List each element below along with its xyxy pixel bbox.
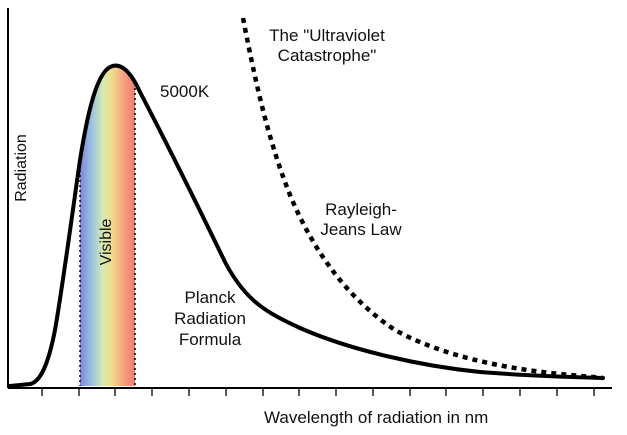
planck-curve xyxy=(8,63,605,388)
rayleigh-line1: Rayleigh- xyxy=(325,200,397,219)
rayleigh-jeans-curve xyxy=(240,17,604,381)
planck-line3: Formula xyxy=(178,330,242,349)
x-axis-ticks xyxy=(41,388,595,396)
planck-line1: Planck xyxy=(184,288,236,307)
x-axis-label: Wavelength of radiation in nm xyxy=(264,408,489,427)
visible-spectrum-band xyxy=(80,65,135,386)
planck-line2: Radiation xyxy=(174,309,246,328)
visible-label: Visible xyxy=(98,218,115,266)
uv-catastrophe-line2: Catastrophe" xyxy=(277,46,377,65)
uv-catastrophe-line1: The "Ultraviolet xyxy=(269,26,385,45)
temperature-label: 5000K xyxy=(160,82,210,101)
rayleigh-line2: Jeans Law xyxy=(320,220,402,239)
rayleigh-jeans-label: Rayleigh- Jeans Law xyxy=(306,200,416,240)
uv-catastrophe-label: The "Ultraviolet Catastrophe" xyxy=(262,26,392,66)
y-axis-label: Radiation xyxy=(13,134,30,202)
planck-label: Planck Radiation Formula xyxy=(168,287,252,350)
